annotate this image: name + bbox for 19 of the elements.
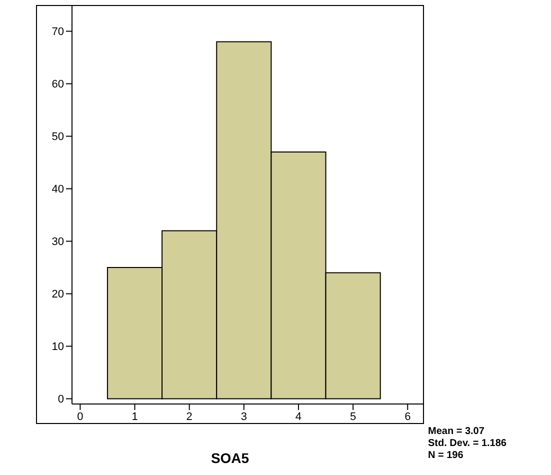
y-tick-label: 50 [52,131,64,144]
y-tick-label: 70 [52,26,64,38]
x-tick-label: 0 [77,410,84,423]
y-tick-label: 20 [52,288,64,301]
x-tick-label: 2 [186,410,192,423]
text: N = 196 [428,450,464,462]
text: Mean = 3.07 [428,426,486,438]
y-tick-label: 10 [52,341,64,354]
y-tick-label: 60 [52,78,64,91]
x-tick-label: 3 [240,410,247,423]
x-tick-label: 1 [132,410,138,423]
y-tick-label: 30 [52,236,64,248]
x-tick-label: 5 [350,410,356,423]
x-tick-label: 6 [404,410,411,423]
y-tick-label: 0 [58,394,64,406]
x-axis-title: SOA5 [210,450,250,466]
y-tick-label: 40 [52,184,64,196]
x-tick-label: 4 [295,410,302,423]
text: Std. Dev. = 1.186 [428,438,506,450]
